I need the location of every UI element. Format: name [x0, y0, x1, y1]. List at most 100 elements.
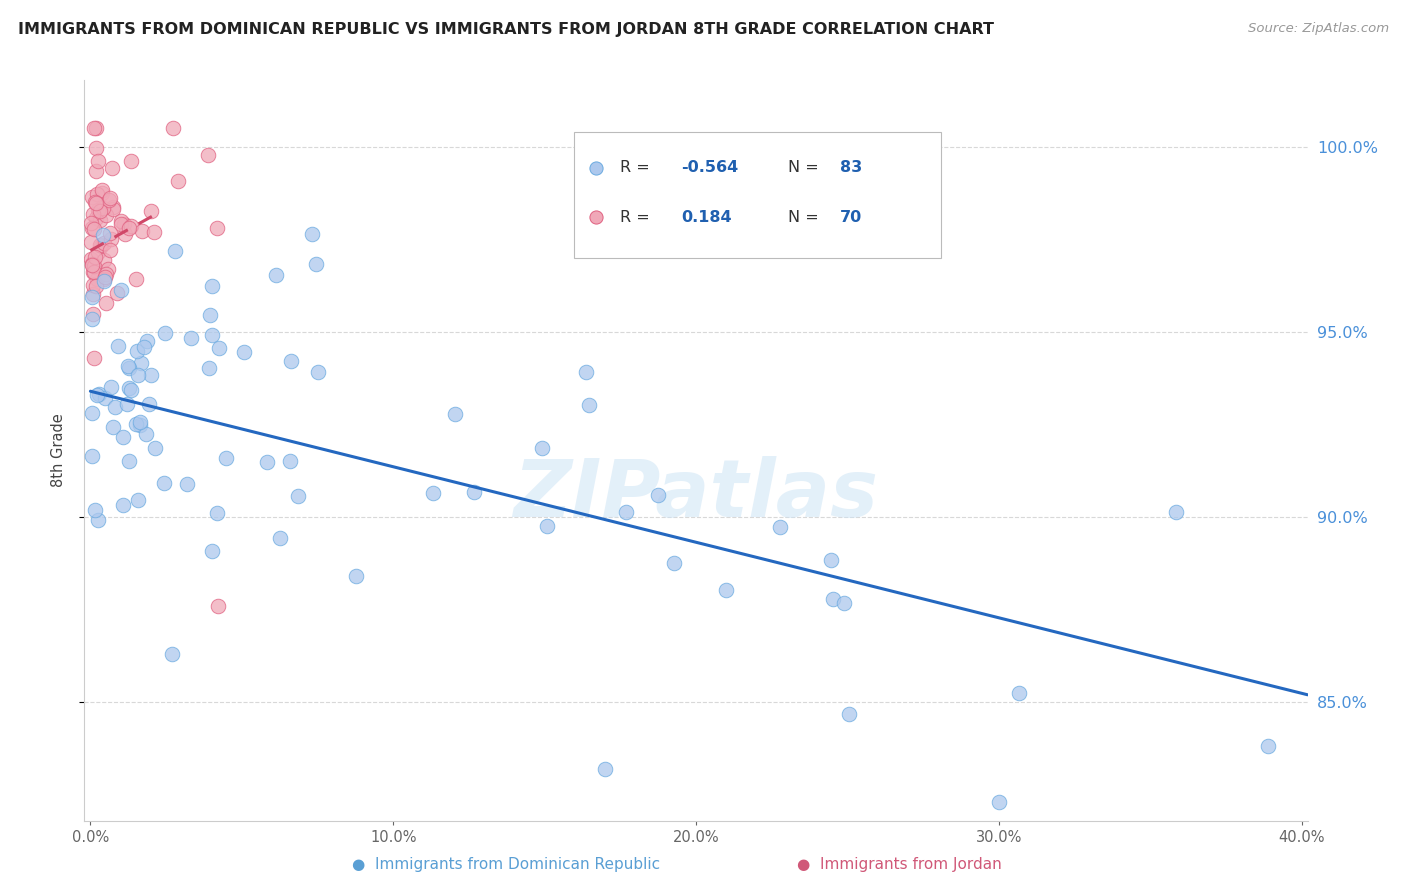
Point: [83, 121, 105, 136]
Point: [165, 244, 187, 258]
Point: [87, 387, 110, 401]
Point: [84, 278, 107, 293]
Point: [127, 368, 149, 383]
Text: 70: 70: [841, 210, 862, 225]
Point: [166, 174, 188, 188]
Point: [110, 217, 132, 231]
Point: [100, 380, 122, 394]
Point: [198, 309, 221, 323]
Point: [201, 327, 224, 342]
Point: [83, 221, 105, 235]
Point: [98, 227, 121, 241]
Point: [987, 795, 1010, 809]
Point: [128, 415, 150, 429]
Point: [80, 190, 103, 204]
Point: [93, 274, 115, 288]
Point: [280, 354, 302, 368]
Point: [82, 287, 104, 301]
Point: [91, 227, 114, 242]
Point: [118, 220, 141, 235]
Point: [443, 408, 465, 422]
Point: [93, 201, 115, 215]
Text: ZIPatlas: ZIPatlas: [513, 456, 879, 534]
Point: [269, 531, 291, 545]
Text: 83: 83: [841, 161, 862, 175]
FancyBboxPatch shape: [574, 132, 941, 258]
Point: [86, 186, 108, 201]
Point: [84, 211, 107, 225]
Point: [120, 154, 142, 169]
Point: [93, 392, 115, 406]
Point: [664, 556, 686, 570]
Point: [120, 219, 142, 233]
Point: [305, 257, 328, 271]
Point: [138, 396, 160, 410]
Point: [530, 442, 553, 456]
Point: [83, 351, 105, 365]
Point: [98, 243, 121, 257]
Point: [647, 488, 669, 502]
Point: [153, 326, 176, 341]
Point: [143, 442, 166, 456]
Point: [94, 270, 117, 285]
Point: [82, 277, 104, 292]
Point: [207, 599, 229, 613]
Text: R =: R =: [620, 210, 655, 225]
Point: [80, 216, 103, 230]
Point: [139, 204, 162, 219]
Point: [266, 268, 288, 282]
Point: [91, 186, 114, 200]
Point: [98, 190, 121, 204]
Point: [714, 582, 737, 597]
Point: [834, 596, 856, 610]
Point: [103, 420, 125, 434]
Point: [80, 221, 103, 235]
Text: IMMIGRANTS FROM DOMINICAN REPUBLIC VS IMMIGRANTS FROM JORDAN 8TH GRADE CORRELATI: IMMIGRANTS FROM DOMINICAN REPUBLIC VS IM…: [18, 22, 994, 37]
Point: [84, 194, 107, 209]
Point: [84, 195, 107, 210]
Point: [94, 209, 117, 223]
Point: [1344, 576, 1367, 591]
Point: [118, 454, 141, 468]
Point: [110, 283, 132, 297]
Point: [215, 451, 238, 466]
Point: [104, 401, 127, 415]
Text: R =: R =: [620, 161, 655, 175]
Point: [112, 429, 135, 443]
Point: [127, 493, 149, 508]
Point: [233, 344, 256, 359]
Point: [101, 202, 124, 216]
Point: [1257, 739, 1279, 754]
Point: [127, 343, 149, 358]
Point: [769, 520, 792, 534]
Text: N =: N =: [787, 161, 824, 175]
Point: [83, 250, 105, 264]
Point: [80, 449, 103, 463]
Point: [96, 296, 118, 310]
Point: [82, 265, 104, 279]
Point: [821, 591, 844, 606]
Point: [83, 265, 105, 279]
Point: [112, 217, 135, 231]
Point: [86, 387, 108, 401]
Point: [153, 475, 176, 490]
Point: [97, 193, 120, 207]
Point: [201, 543, 224, 558]
Point: [100, 232, 122, 246]
Point: [93, 235, 115, 250]
Point: [278, 454, 301, 468]
Point: [1344, 824, 1367, 838]
Point: [82, 207, 104, 221]
Text: -0.564: -0.564: [682, 161, 738, 175]
Point: [131, 224, 153, 238]
Point: [87, 513, 110, 527]
Point: [97, 261, 120, 276]
Point: [87, 154, 110, 169]
Point: [197, 360, 219, 375]
Point: [142, 225, 165, 239]
Point: [80, 311, 103, 326]
Point: [575, 365, 598, 379]
Point: [80, 258, 103, 272]
Point: [838, 706, 860, 721]
Point: [125, 417, 148, 431]
